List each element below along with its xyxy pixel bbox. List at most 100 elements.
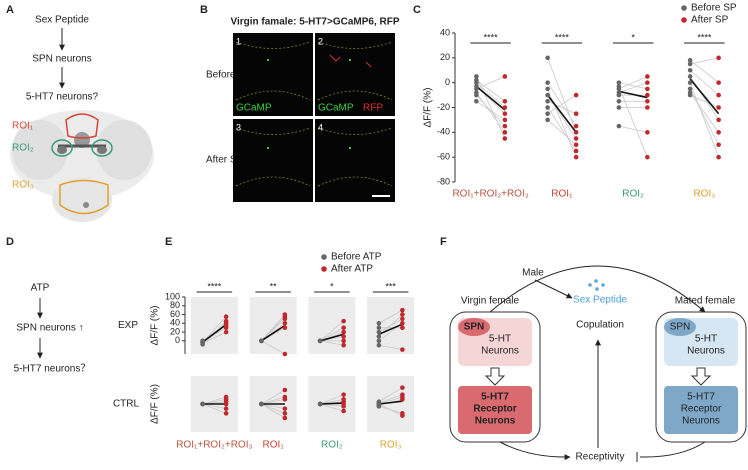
x-tick-label: ROI₁+ROI₂+ROI₃ (452, 189, 528, 200)
data-point (716, 80, 721, 85)
pair-line (319, 394, 344, 405)
step: ATP (31, 283, 50, 294)
data-point (376, 329, 382, 335)
data-point (400, 316, 405, 322)
data-point (616, 105, 622, 110)
y-tick-label: 20 (170, 326, 180, 336)
legend-label: After SP (691, 15, 729, 26)
pair-line (618, 76, 648, 90)
pair-line (618, 82, 648, 93)
copulation-label: Copulation (576, 320, 624, 331)
receptor-label: Receptor (681, 404, 722, 415)
receptivity-label: Receptivity (576, 452, 625, 463)
data-point (716, 105, 721, 110)
channel-label: GCaMP (236, 103, 272, 114)
brain-illustration (10, 110, 154, 222)
pair-line (320, 403, 344, 412)
y-tick-label: -80 (437, 176, 450, 186)
legend-label: After ATP (331, 264, 373, 275)
mean-line (378, 400, 403, 405)
data-point (341, 334, 346, 339)
data-point (645, 86, 650, 92)
data-point (716, 130, 721, 135)
neuron-label: Neurons (481, 346, 519, 357)
pair-line (476, 94, 506, 127)
x-tick-label: ROI₃ (693, 189, 715, 200)
data-point (502, 105, 508, 110)
y-tick-label: -20 (437, 102, 450, 112)
mean-line (618, 90, 648, 99)
x-tick-label: ROI₁+ROI₂+ROI₃ (176, 440, 252, 451)
data-point (400, 392, 405, 397)
pair-line (689, 94, 719, 108)
legend-marker (681, 17, 687, 23)
data-point (282, 387, 288, 393)
data-point (400, 347, 405, 352)
data-point (502, 74, 508, 79)
image-number: 2 (318, 36, 323, 46)
y-tick-label: 40 (170, 318, 180, 328)
data-point (341, 399, 346, 404)
pair-line (320, 340, 344, 346)
y-tick-label: 0 (445, 77, 450, 87)
data-point (502, 136, 508, 141)
y-tick-label: 40 (440, 27, 450, 37)
pair-line (618, 82, 648, 90)
channel-label: GCaMP (318, 103, 354, 114)
data-point (573, 111, 579, 117)
data-point (400, 321, 405, 326)
y-axis-label: ΔF/F (%) (150, 305, 161, 345)
roi-label: ROI₁ (12, 121, 34, 132)
data-point (687, 92, 693, 98)
x-tick-label: ROI₃ (380, 440, 402, 451)
data-point (502, 117, 508, 123)
image-number: 4 (318, 122, 323, 132)
microscopy-images (233, 33, 395, 202)
data-point (400, 325, 405, 330)
mean-line (319, 333, 344, 342)
data-point (223, 411, 229, 416)
data-point (341, 338, 346, 344)
spn-label: SPN (670, 322, 691, 333)
x-tick-label: ROI₂ (622, 189, 644, 200)
y-tick-label: 80 (170, 300, 180, 310)
data-point (616, 80, 622, 85)
pair-line (547, 88, 577, 158)
pair-line (319, 327, 344, 342)
mean-line (689, 78, 720, 115)
receptor-label: 5-HT7 (687, 392, 715, 403)
legend-marker (681, 5, 687, 11)
data-point (282, 394, 288, 400)
pair-line (378, 403, 403, 417)
male-label: Male (522, 268, 544, 279)
data-point (259, 338, 264, 344)
data-point (223, 406, 229, 411)
pair-line (202, 396, 227, 405)
pair-line (202, 322, 227, 342)
significance-label: *** (385, 281, 396, 291)
data-point (376, 325, 382, 330)
data-point (317, 338, 323, 344)
channel-label: RFP (363, 103, 383, 114)
data-point (687, 61, 693, 67)
step: SPN neurons (32, 54, 91, 65)
spn-label: SPN (464, 322, 485, 333)
pair-line (547, 119, 577, 146)
neuron-label: 5-HT (489, 334, 511, 345)
receptor-label: Neurons (475, 416, 516, 427)
row-label: Before SP (206, 70, 252, 81)
row-label: After SP (206, 155, 244, 166)
pair-line (689, 60, 719, 83)
data-point (573, 123, 579, 129)
significance-label: **** (697, 32, 712, 42)
data-point (223, 401, 229, 407)
data-point (645, 130, 650, 135)
data-point (341, 325, 346, 330)
data-point (376, 321, 382, 326)
significance-label: **** (555, 32, 570, 42)
legend-marker (321, 266, 327, 272)
data-point (282, 415, 288, 421)
data-point (645, 154, 650, 160)
legend-marker (321, 254, 327, 260)
